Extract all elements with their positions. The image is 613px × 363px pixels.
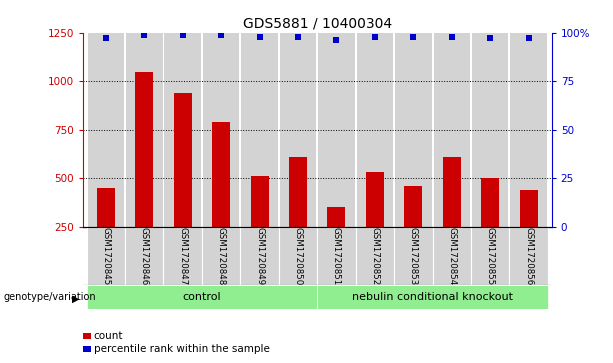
Bar <box>433 33 470 227</box>
Bar <box>202 227 240 285</box>
Point <box>408 34 418 40</box>
Bar <box>289 157 307 276</box>
Bar <box>471 227 509 285</box>
Point <box>216 32 226 37</box>
Point <box>524 36 533 41</box>
Bar <box>135 72 153 276</box>
Bar <box>509 227 548 285</box>
Text: GSM1720853: GSM1720853 <box>409 227 418 285</box>
Bar <box>433 227 471 285</box>
Point <box>178 32 188 37</box>
Point <box>139 32 149 37</box>
Bar <box>280 33 316 227</box>
Bar <box>318 285 548 309</box>
Point <box>293 34 303 40</box>
Bar <box>481 178 499 276</box>
Bar <box>357 33 393 227</box>
Bar <box>125 227 164 285</box>
Bar <box>212 122 230 276</box>
Bar <box>279 227 318 285</box>
Bar <box>86 285 318 309</box>
Bar <box>240 227 279 285</box>
Bar <box>97 188 115 276</box>
Bar <box>520 190 538 276</box>
Text: GSM1720845: GSM1720845 <box>101 227 110 285</box>
Bar <box>173 93 192 276</box>
Bar <box>164 33 201 227</box>
Text: GSM1720852: GSM1720852 <box>370 227 379 285</box>
Bar <box>318 227 356 285</box>
Point <box>254 34 264 40</box>
Bar <box>405 186 422 276</box>
Text: GSM1720854: GSM1720854 <box>447 227 456 285</box>
Bar <box>443 157 461 276</box>
Point <box>447 34 457 40</box>
Title: GDS5881 / 10400304: GDS5881 / 10400304 <box>243 16 392 30</box>
Text: GSM1720847: GSM1720847 <box>178 227 187 285</box>
Text: GSM1720849: GSM1720849 <box>255 227 264 285</box>
Bar <box>88 33 124 227</box>
Bar <box>86 227 125 285</box>
Bar <box>356 227 394 285</box>
Bar <box>318 33 355 227</box>
Text: percentile rank within the sample: percentile rank within the sample <box>94 344 270 354</box>
Point <box>370 34 380 40</box>
Text: GSM1720851: GSM1720851 <box>332 227 341 285</box>
Point <box>101 36 111 41</box>
Text: count: count <box>94 331 123 341</box>
Text: GSM1720846: GSM1720846 <box>140 227 149 285</box>
Bar <box>395 33 432 227</box>
Bar <box>126 33 162 227</box>
Text: GSM1720850: GSM1720850 <box>294 227 302 285</box>
Bar <box>164 227 202 285</box>
Text: control: control <box>183 292 221 302</box>
Bar <box>394 227 433 285</box>
Bar <box>251 176 268 276</box>
Bar <box>203 33 240 227</box>
Text: GSM1720856: GSM1720856 <box>524 227 533 285</box>
Bar <box>511 33 547 227</box>
Text: GSM1720855: GSM1720855 <box>485 227 495 285</box>
Text: ▶: ▶ <box>72 293 80 303</box>
Bar <box>366 172 384 276</box>
Bar <box>472 33 508 227</box>
Text: genotype/variation: genotype/variation <box>3 292 96 302</box>
Bar <box>327 207 346 276</box>
Text: nebulin conditional knockout: nebulin conditional knockout <box>352 292 513 302</box>
Point <box>332 37 341 43</box>
Bar <box>242 33 278 227</box>
Point <box>485 36 495 41</box>
Text: GSM1720848: GSM1720848 <box>216 227 226 285</box>
